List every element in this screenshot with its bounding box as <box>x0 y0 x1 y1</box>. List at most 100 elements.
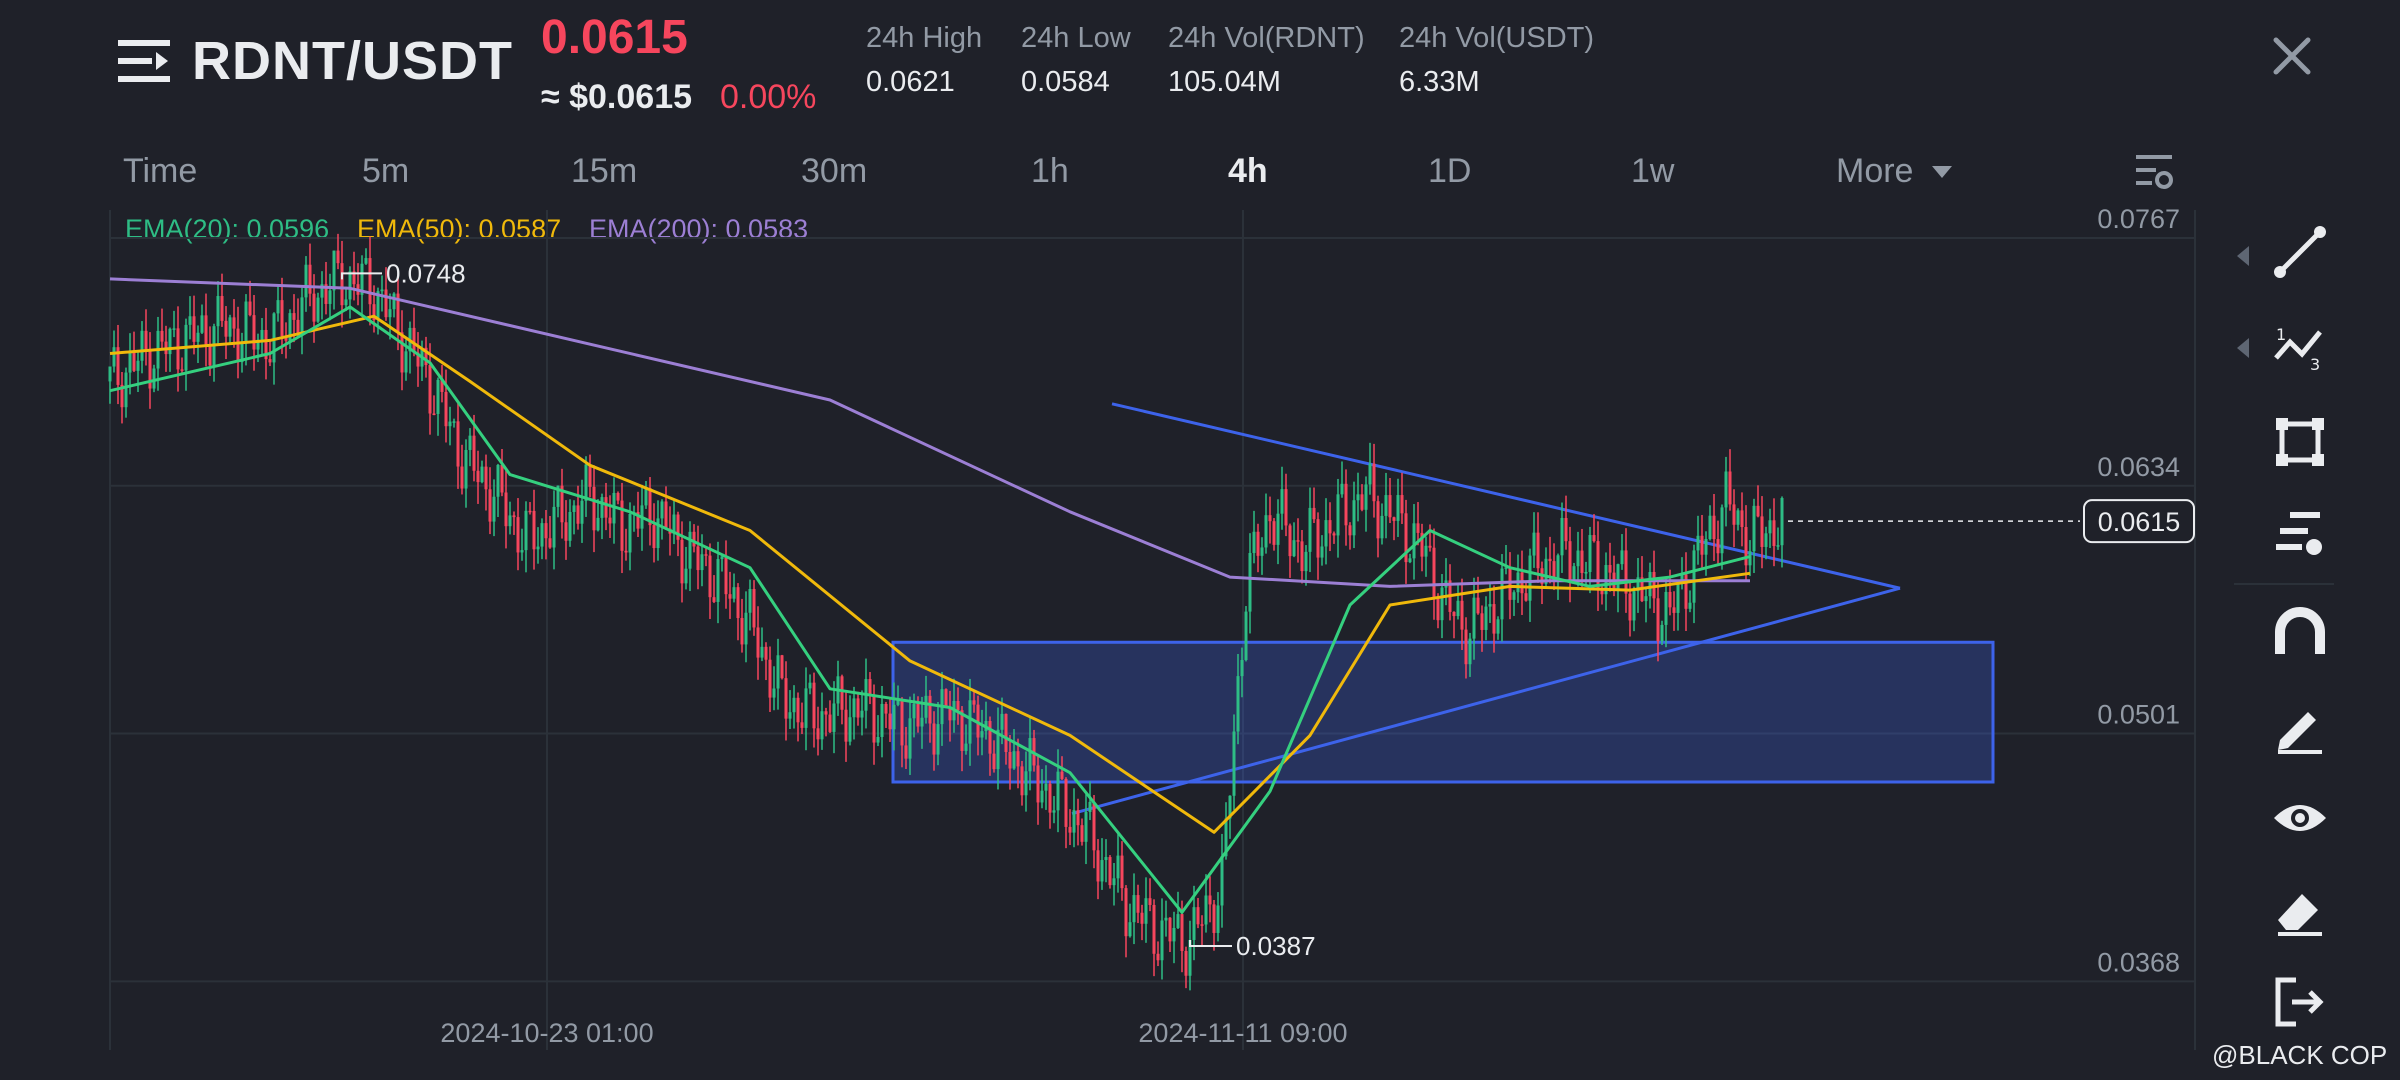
candle-body <box>308 264 312 294</box>
candle-body <box>260 329 264 340</box>
candle-body <box>1332 533 1336 536</box>
candle-body <box>656 518 660 549</box>
stat-high-value: 0.0621 <box>866 66 955 98</box>
exit-icon[interactable] <box>2270 972 2330 1032</box>
candle-body <box>636 512 640 529</box>
candle-body <box>1068 826 1072 833</box>
candle-body <box>428 365 432 414</box>
pencil-icon[interactable] <box>2270 696 2330 756</box>
tab-1h[interactable]: 1h <box>1031 152 1069 190</box>
candle-body <box>492 496 496 522</box>
candle-body <box>1724 471 1728 508</box>
eraser-icon[interactable] <box>2270 880 2330 940</box>
menu-icon[interactable] <box>118 38 170 84</box>
stat-vol-base-value: 105.04M <box>1168 66 1281 98</box>
candle-body <box>1480 613 1484 630</box>
candle-body <box>592 486 596 531</box>
candle-body <box>572 505 576 512</box>
close-icon[interactable] <box>2272 36 2312 76</box>
candle-body <box>784 678 788 719</box>
caret-down-icon[interactable] <box>1932 166 1952 178</box>
candle-body <box>1412 523 1416 559</box>
candle-body <box>1144 898 1148 924</box>
candle-body <box>400 332 404 373</box>
candle-body <box>1504 567 1508 569</box>
candle-body <box>1172 927 1176 942</box>
candle-body <box>224 320 228 337</box>
candle-body <box>780 655 784 679</box>
candle-body <box>236 328 240 363</box>
candle-body <box>1340 483 1344 495</box>
candle-body <box>1272 521 1276 545</box>
fibonacci-icon[interactable]: 1 3 <box>2270 318 2330 378</box>
magnet-icon[interactable] <box>2270 604 2330 664</box>
candle-body <box>648 488 652 526</box>
candle-body <box>316 297 320 322</box>
candle-body <box>1328 520 1332 534</box>
candle-body <box>148 351 152 389</box>
candle-body <box>288 313 292 341</box>
candle-body <box>1072 810 1076 833</box>
candle-body <box>1084 811 1088 842</box>
candle-body <box>764 646 768 660</box>
candle-body <box>1048 783 1052 813</box>
tab-1d[interactable]: 1D <box>1428 152 1472 190</box>
text-tool-icon[interactable] <box>2270 504 2330 564</box>
last-price: 0.0615 <box>541 11 688 64</box>
tab-5m[interactable]: 5m <box>362 152 410 190</box>
candle-body <box>480 466 484 483</box>
tab-4h[interactable]: 4h <box>1228 152 1268 190</box>
candle-body <box>1708 515 1712 540</box>
triangle-lower-line <box>1071 586 1901 816</box>
price-axis-label: 0.0767 <box>2097 204 2180 234</box>
candle-body <box>1760 516 1764 547</box>
eye-icon[interactable] <box>2270 788 2330 848</box>
candle-body <box>1692 550 1696 603</box>
tool-expand-arrow[interactable] <box>2237 338 2249 358</box>
shape-icon[interactable] <box>2270 412 2330 472</box>
candle-body <box>800 722 804 728</box>
candle-body <box>896 700 900 705</box>
pair-title[interactable]: RDNT/USDT <box>192 31 513 91</box>
candle-body <box>528 510 532 513</box>
candle-body <box>296 319 300 334</box>
tab-time[interactable]: Time <box>123 152 198 190</box>
candle-body <box>644 488 648 506</box>
candle-body <box>1136 895 1140 913</box>
candle-body <box>1384 495 1388 516</box>
candle-body <box>1564 517 1568 542</box>
candle-body <box>1180 914 1184 951</box>
candle-body <box>1372 463 1376 502</box>
candle-body <box>1028 738 1032 772</box>
candle-body <box>108 366 112 382</box>
candle-body <box>352 271 356 285</box>
candle-body <box>1188 939 1192 976</box>
ema200-line <box>109 277 1750 588</box>
candle-body <box>792 697 796 713</box>
candle-body <box>1672 607 1676 613</box>
candle-body <box>1716 539 1720 554</box>
candle-body <box>1244 611 1248 661</box>
usd-price: ≈ $0.0615 <box>541 78 693 116</box>
trend-line-icon[interactable] <box>2270 222 2330 282</box>
tab-1w[interactable]: 1w <box>1631 152 1675 190</box>
stat-vol-quote-value: 6.33M <box>1399 66 1480 98</box>
tab-15m[interactable]: 15m <box>571 152 638 190</box>
candle-body <box>128 352 132 373</box>
candle-body <box>688 531 692 569</box>
price-change: 0.00% <box>720 78 817 116</box>
tool-expand-arrow[interactable] <box>2237 246 2249 266</box>
tab-30m[interactable]: 30m <box>801 152 868 190</box>
candle-body <box>348 271 352 300</box>
tab-more[interactable]: More <box>1836 152 1914 190</box>
high-marker-label: 0.0748 <box>386 258 466 288</box>
candle-body <box>556 485 560 507</box>
candle-body <box>728 594 732 599</box>
candle-body <box>448 421 452 427</box>
candle-body <box>1296 540 1300 542</box>
chart-settings-icon[interactable] <box>2134 152 2174 192</box>
candle-body <box>252 315 256 350</box>
candle-body <box>904 745 908 759</box>
candle-body <box>1544 558 1548 584</box>
